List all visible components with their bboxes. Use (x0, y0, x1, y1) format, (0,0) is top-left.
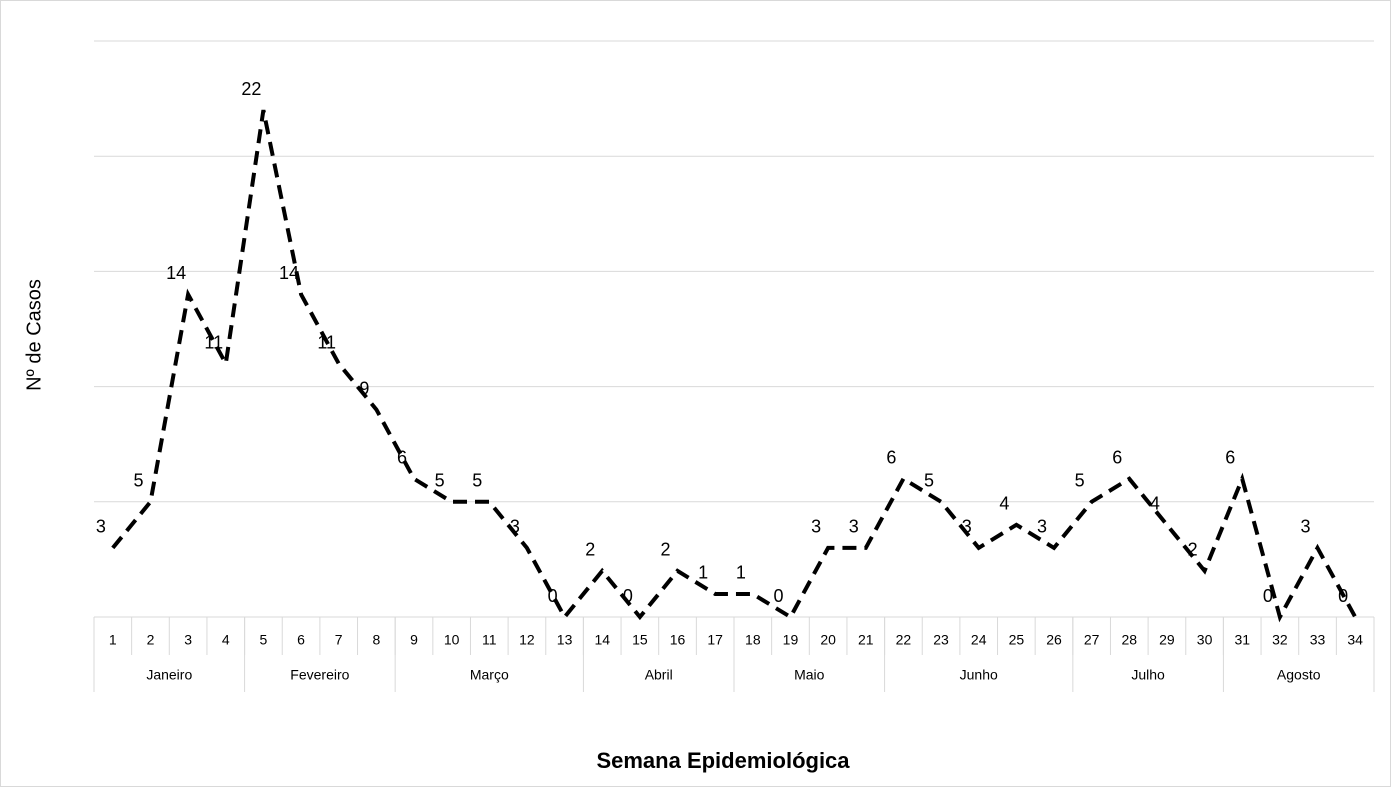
x-tick-label: 25 (1009, 632, 1025, 648)
x-tick-label: 14 (594, 632, 610, 648)
group-label: Julho (1131, 667, 1165, 683)
data-label: 3 (96, 517, 106, 537)
data-label: 5 (133, 471, 143, 491)
x-tick-label: 5 (260, 632, 268, 648)
data-label: 3 (510, 517, 520, 537)
x-tick-label: 17 (707, 632, 723, 648)
x-tick-label: 21 (858, 632, 874, 648)
x-tick-label: 16 (670, 632, 686, 648)
x-tick-label: 6 (297, 632, 305, 648)
x-tick-label: 22 (896, 632, 912, 648)
x-tick-label: 9 (410, 632, 418, 648)
x-tick-label: 30 (1197, 632, 1213, 648)
x-tick-label: 27 (1084, 632, 1100, 648)
data-label: 4 (999, 494, 1009, 514)
data-label: 1 (736, 563, 746, 583)
x-tick-label: 8 (372, 632, 380, 648)
x-tick-label: 20 (820, 632, 836, 648)
data-label: 5 (472, 471, 482, 491)
x-tick-label: 13 (557, 632, 573, 648)
data-label: 0 (1338, 586, 1348, 606)
data-label: 22 (241, 79, 261, 99)
group-label: Agosto (1277, 667, 1321, 683)
data-label: 3 (849, 517, 859, 537)
x-tick-label: 29 (1159, 632, 1175, 648)
x-tick-label: 11 (482, 632, 497, 648)
group-label: Março (470, 667, 509, 683)
data-label: 14 (166, 263, 186, 283)
x-tick-label: 4 (222, 632, 230, 648)
group-label: Junho (960, 667, 998, 683)
data-label: 2 (585, 540, 595, 560)
x-tick-label: 2 (147, 632, 155, 648)
data-label: 6 (397, 448, 407, 468)
data-label: 3 (811, 517, 821, 537)
data-label: 5 (1075, 471, 1085, 491)
data-label: 9 (359, 378, 369, 398)
data-label: 6 (1112, 448, 1122, 468)
data-label: 4 (1150, 494, 1160, 514)
data-label: 0 (1263, 586, 1273, 606)
x-tick-label: 3 (184, 632, 192, 648)
data-label: 1 (698, 563, 708, 583)
data-label: 0 (623, 586, 633, 606)
x-tick-label: 28 (1122, 632, 1138, 648)
x-tick-label: 26 (1046, 632, 1062, 648)
group-label: Maio (794, 667, 825, 683)
x-tick-label: 10 (444, 632, 460, 648)
data-label: 5 (435, 471, 445, 491)
x-axis-title: Semana Epidemiológica (596, 748, 850, 773)
data-label: 3 (962, 517, 972, 537)
x-tick-label: 12 (519, 632, 535, 648)
data-label: 11 (317, 332, 336, 352)
x-tick-label: 32 (1272, 632, 1288, 648)
data-label: 2 (661, 540, 671, 560)
data-label: 14 (279, 263, 299, 283)
data-label: 11 (204, 332, 223, 352)
y-axis-title: Nº de Casos (23, 279, 45, 391)
x-tick-label: 34 (1347, 632, 1363, 648)
group-label: Fevereiro (290, 667, 349, 683)
group-label: Janeiro (146, 667, 192, 683)
data-label: 5 (924, 471, 934, 491)
data-label: 0 (548, 586, 558, 606)
x-tick-label: 7 (335, 632, 343, 648)
data-label: 2 (1188, 540, 1198, 560)
x-tick-label: 19 (783, 632, 799, 648)
data-label: 3 (1301, 517, 1311, 537)
x-tick-label: 18 (745, 632, 761, 648)
x-tick-label: 1 (109, 632, 117, 648)
data-label: 0 (773, 586, 783, 606)
x-tick-label: 15 (632, 632, 648, 648)
x-tick-label: 31 (1234, 632, 1250, 648)
x-tick-label: 23 (933, 632, 949, 648)
x-tick-label: 33 (1310, 632, 1326, 648)
group-label: Abril (645, 667, 673, 683)
data-label: 3 (1037, 517, 1047, 537)
data-label: 6 (1225, 448, 1235, 468)
data-line (111, 109, 1357, 623)
x-tick-label: 24 (971, 632, 987, 648)
data-label: 6 (886, 448, 896, 468)
